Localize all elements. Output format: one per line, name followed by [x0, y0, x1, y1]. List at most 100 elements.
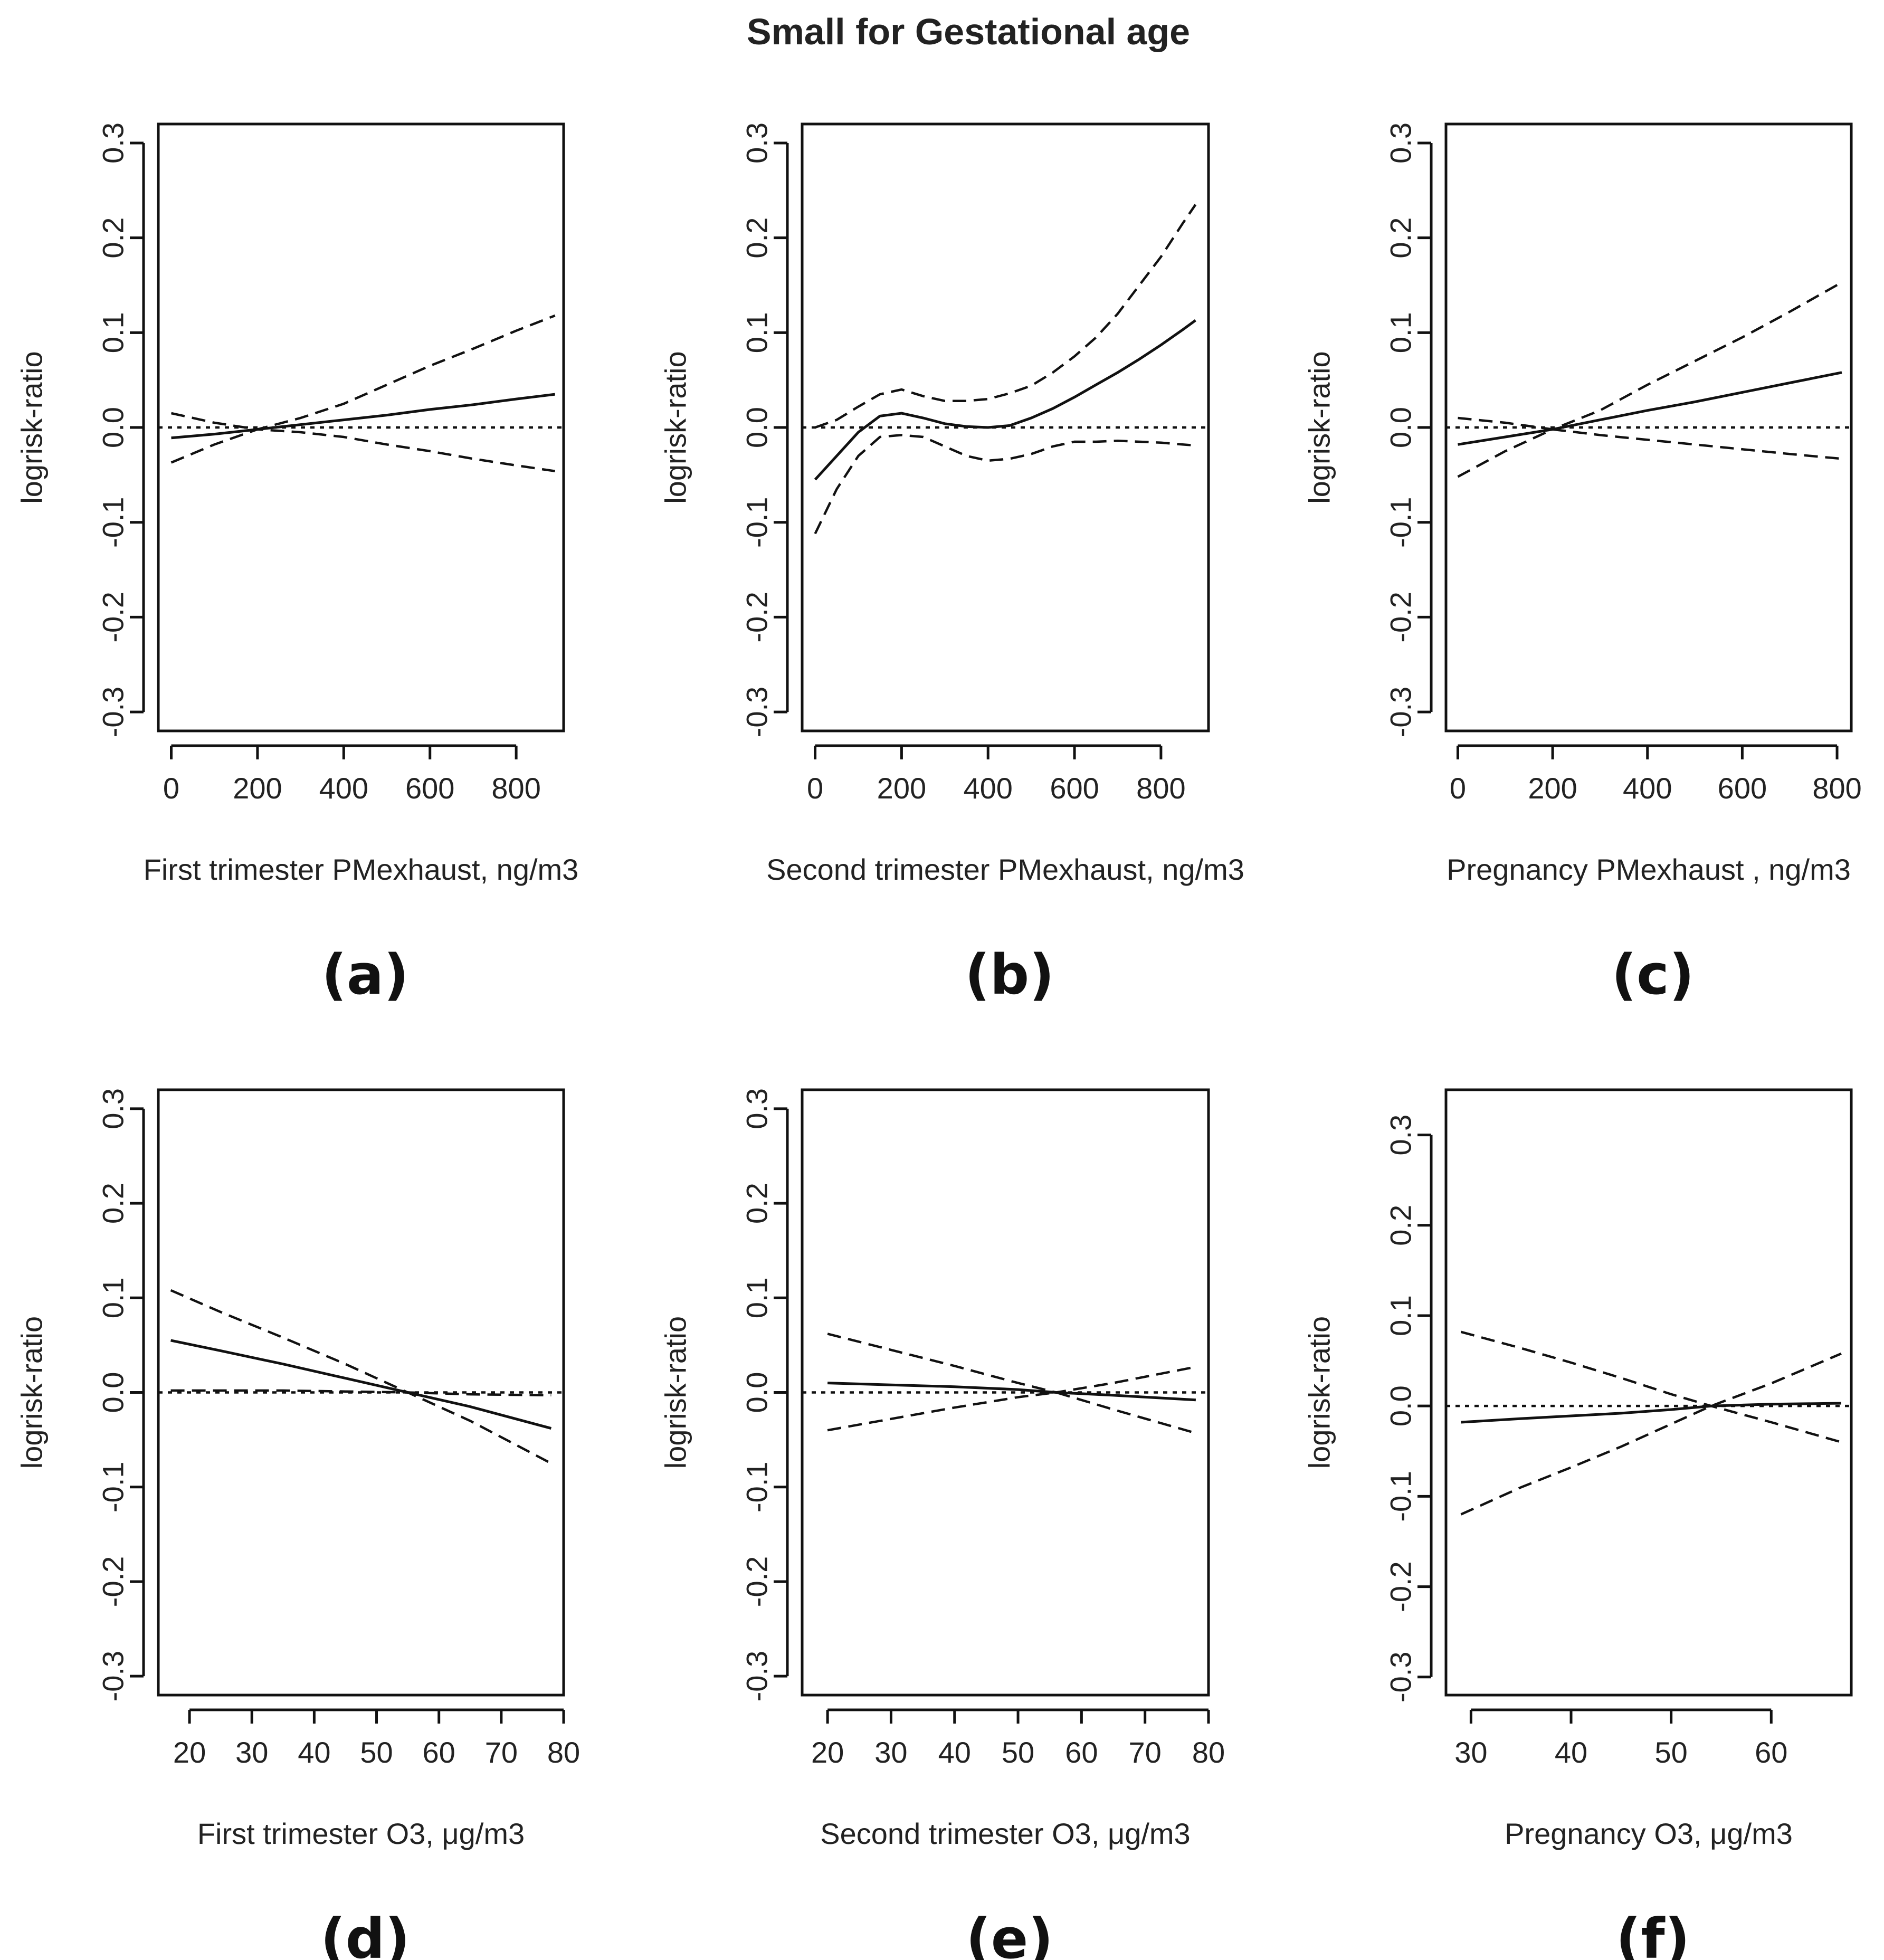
chart-panel: -0.3 -0.2 -0.1 0.0 0.1 0.2 0.3 0 200 400 600 800 Fir… [15, 122, 579, 1007]
x-axis-title: Second trimester PMexhaust, ng/m3 [766, 853, 1244, 886]
y-tick-label: -0.2 [740, 1556, 774, 1607]
panel-label: (c) [1612, 943, 1695, 1007]
x-tick-label: 40 [298, 1736, 330, 1769]
x-tick-label: 0 [163, 772, 179, 805]
x-axis-title: First trimester PMexhaust, ng/m3 [144, 853, 579, 886]
x-tick-label: 800 [1136, 772, 1185, 805]
y-tick-label: 0.2 [97, 1183, 130, 1224]
y-tick-label: -0.1 [97, 1461, 130, 1512]
x-tick-label: 30 [874, 1736, 907, 1769]
lower-ci-line [814, 434, 1196, 535]
plot-frame [1444, 1088, 1853, 1697]
x-axis-title: Pregnancy O3, μg/m3 [1505, 1817, 1793, 1850]
y-tick-label: 0.1 [1384, 1295, 1417, 1336]
y-tick-label: -0.2 [740, 592, 774, 643]
panels: -0.3-0.2-0.10.00.10.20.30 200 400 600 800Fir… [15, 122, 1862, 1960]
lower-ci-line [827, 1391, 1196, 1434]
y-tick-label: 0.0 [740, 407, 774, 448]
lower-ci-line [1457, 428, 1842, 478]
chart-panel: -0.3 -0.2 -0.1 0.0 0.1 0.2 0.3 0 200 400 600 800 Pre… [1303, 122, 1862, 1007]
upper-ci-line [814, 204, 1197, 429]
chart-panel: -0.3 -0.2 -0.1 0.0 0.1 0.2 0.3 0 200 400 600 800 Sec… [659, 122, 1244, 1007]
y-tick-label: -0.3 [97, 1651, 130, 1702]
x-tick-label: 40 [938, 1736, 971, 1769]
y-axis-title: logrisk-ratio [1303, 351, 1336, 503]
x-tick-label: 60 [1065, 1736, 1098, 1769]
x-axis-title: First trimester O3, μg/m3 [197, 1817, 525, 1850]
y-tick-label: 0.3 [740, 1088, 774, 1129]
y-axis-title: logrisk-ratio [15, 1316, 49, 1469]
estimate-line [1458, 371, 1842, 446]
y-tick-label: 0.1 [740, 1277, 774, 1318]
panel-label: (e) [966, 1907, 1053, 1960]
x-tick-label: 80 [547, 1736, 580, 1769]
panel-label: (a) [321, 943, 408, 1007]
y-tick-label: -0.1 [1384, 497, 1417, 548]
x-tick-label: 0 [1450, 772, 1466, 805]
x-tick-label: 80 [1192, 1736, 1225, 1769]
y-tick-label: -0.1 [740, 497, 774, 548]
y-tick-label: 0.3 [1384, 1115, 1417, 1156]
y-tick-label: 0.0 [1384, 407, 1417, 448]
y-tick-label: -0.2 [1384, 1561, 1417, 1612]
y-axis-title: logrisk-ratio [15, 351, 49, 503]
upper-ci-line [1458, 281, 1843, 431]
lower-ci-line [170, 1389, 552, 1464]
y-tick-label: -0.2 [1384, 592, 1417, 643]
x-tick-label: 800 [491, 772, 540, 805]
upper-ci-line [171, 314, 556, 431]
y-tick-label: -0.3 [740, 1651, 774, 1702]
x-tick-label: 20 [811, 1736, 844, 1769]
estimate-line [171, 393, 556, 440]
y-tick-label: 0.0 [97, 1372, 130, 1413]
chart-panel: -0.3 -0.2 -0.1 0.0 0.1 0.2 0.3 30 40 50 60 Pregnanc… [1303, 1088, 1853, 1960]
y-tick-label: -0.1 [740, 1461, 774, 1512]
x-tick-label: 50 [1002, 1736, 1034, 1769]
estimate-line [170, 1339, 552, 1430]
y-tick-label: 0.1 [740, 312, 774, 353]
y-tick-label: 0.2 [97, 217, 130, 259]
chart-panel: -0.3 -0.2 -0.1 0.0 0.1 0.2 0.3 20 30 40 50 60 70 80 Se… [659, 1088, 1225, 1960]
x-axis-title: Pregnancy PMexhaust , ng/m3 [1447, 853, 1851, 886]
y-tick-label: -0.3 [97, 687, 130, 738]
y-tick-label: 0.3 [1384, 122, 1417, 164]
x-tick-label: 60 [1755, 1736, 1787, 1769]
y-tick-label: -0.3 [1384, 687, 1417, 738]
estimate-line [827, 1382, 1196, 1402]
y-tick-label: -0.1 [97, 497, 130, 548]
x-tick-label: 600 [1050, 772, 1099, 805]
y-tick-label: 0.3 [740, 122, 774, 164]
y-tick-label: 0.2 [1384, 1205, 1417, 1246]
y-tick-label: 0.2 [740, 217, 774, 259]
estimate-line [1461, 1402, 1842, 1424]
y-tick-label: 0.1 [97, 1277, 130, 1318]
x-tick-label: 400 [319, 772, 368, 805]
y-tick-label: -0.3 [740, 687, 774, 738]
panel-label: (f) [1616, 1907, 1690, 1960]
x-tick-label: 400 [1623, 772, 1672, 805]
y-tick-label: 0.0 [1384, 1385, 1417, 1426]
figure-title: Small for Gestational age [747, 11, 1190, 52]
panel-label: (b) [965, 943, 1054, 1007]
y-tick-label: 0.0 [97, 407, 130, 448]
y-tick-label: -0.3 [1384, 1652, 1417, 1703]
y-axis-title: logrisk-ratio [1303, 1316, 1336, 1469]
x-axis-title: Second trimester O3, μg/m3 [820, 1817, 1190, 1850]
x-tick-label: 60 [423, 1736, 455, 1769]
x-tick-label: 20 [173, 1736, 206, 1769]
lower-ci-line [1460, 1352, 1842, 1516]
upper-ci-line [170, 1289, 551, 1397]
lower-ci-line [170, 428, 556, 472]
upper-ci-line [827, 1333, 1196, 1394]
x-tick-label: 70 [485, 1736, 518, 1769]
y-tick-label: -0.2 [97, 1556, 130, 1607]
x-tick-label: 0 [807, 772, 823, 805]
y-tick-label: -0.1 [1384, 1471, 1417, 1522]
y-tick-label: 0.2 [1384, 217, 1417, 259]
y-axis-title: logrisk-ratio [659, 1316, 692, 1469]
chart-panel: -0.3 -0.2 -0.1 0.0 0.1 0.2 0.3 20 30 40 50 60 70 80 Fi… [15, 1088, 581, 1960]
y-tick-label: 0.0 [740, 1372, 774, 1413]
y-tick-label: -0.2 [97, 592, 130, 643]
